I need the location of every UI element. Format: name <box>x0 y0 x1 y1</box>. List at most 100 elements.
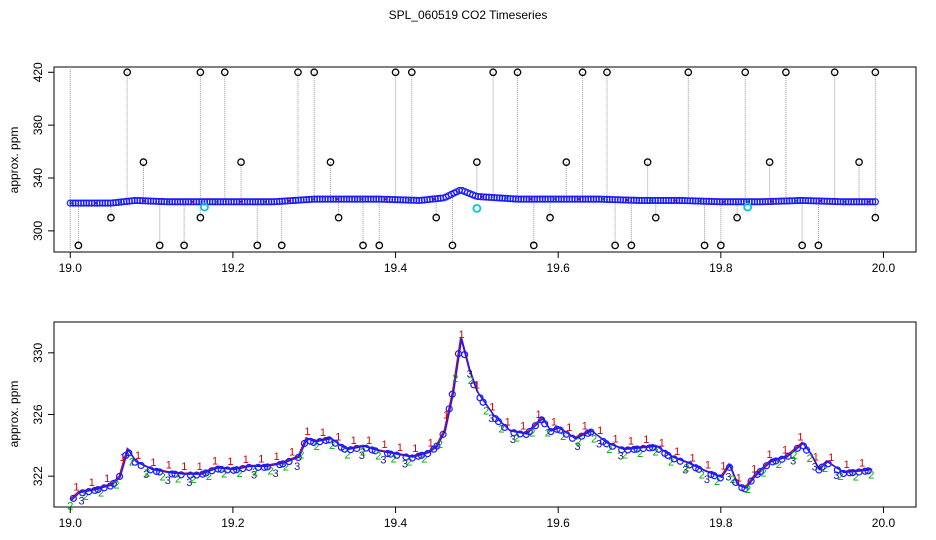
y-tick-label: 322 <box>31 466 45 486</box>
series-point <box>784 452 792 460</box>
baseline-point <box>710 197 718 206</box>
series-label-2: 2 <box>776 459 782 471</box>
series-label-2: 2 <box>714 476 720 488</box>
outlier-point <box>107 213 115 222</box>
outlier-point <box>855 158 863 166</box>
series-label-1: 1 <box>797 432 803 444</box>
outlier-point <box>627 241 636 250</box>
series-label-1: 1 <box>397 442 403 454</box>
outlier-point <box>603 68 611 77</box>
baseline-marker <box>528 197 532 201</box>
baseline-point <box>820 197 828 205</box>
outlier-point <box>448 241 457 250</box>
baseline-point <box>702 197 710 205</box>
baseline-marker <box>842 200 846 203</box>
x-tick-label: 19.0 <box>59 261 83 275</box>
outlier-point <box>716 241 725 250</box>
series-label-1: 1 <box>720 460 726 472</box>
baseline-point <box>587 195 595 203</box>
series-point <box>393 451 401 459</box>
baseline-point <box>759 198 767 206</box>
series-label-3: 3 <box>596 439 602 451</box>
baseline-point <box>823 197 831 205</box>
baseline-point <box>367 195 375 203</box>
series-label-1: 1 <box>844 459 850 471</box>
page-title: SPL_060519 CO2 Timeseries <box>388 8 548 22</box>
x-tick-label: 19.6 <box>547 261 571 275</box>
baseline-point <box>662 196 670 205</box>
series-label-2: 2 <box>206 471 212 483</box>
baseline-point <box>839 198 847 206</box>
series-label-1: 1 <box>135 450 141 462</box>
series-label-3: 3 <box>790 456 796 468</box>
series-label-2: 2 <box>499 424 505 436</box>
baseline-point <box>326 195 335 203</box>
baseline-point <box>104 199 112 207</box>
baseline-point <box>614 196 622 204</box>
baseline-point <box>568 195 576 203</box>
series-label-1: 1 <box>828 452 834 464</box>
series-point <box>439 430 447 438</box>
series-point <box>325 436 333 444</box>
series-label-1: 1 <box>859 458 865 470</box>
series-label-3: 3 <box>510 434 516 446</box>
baseline-point <box>799 196 807 205</box>
plot-marks-top <box>66 67 880 252</box>
baseline-point <box>560 195 568 203</box>
outlier-point <box>741 68 750 77</box>
baseline-point <box>611 196 619 204</box>
series-point <box>131 458 139 466</box>
baseline-point <box>372 195 380 203</box>
series-point <box>100 484 108 492</box>
baseline-point <box>557 195 565 203</box>
series-label-2: 2 <box>375 451 381 463</box>
baseline-point <box>544 195 552 203</box>
baseline-point <box>775 197 783 205</box>
baseline-point <box>705 197 713 205</box>
series-point <box>861 467 869 475</box>
baseline-point <box>375 195 383 203</box>
series-label-2: 2 <box>868 469 874 481</box>
baseline-point <box>308 195 316 203</box>
baseline-marker <box>214 200 218 203</box>
outlier-point <box>155 241 164 250</box>
baseline-point <box>251 198 260 206</box>
baseline-marker <box>70 201 73 205</box>
series-label-1: 1 <box>489 401 495 413</box>
series-label-2: 2 <box>560 431 566 443</box>
baseline-point <box>772 197 780 205</box>
series-point <box>115 472 124 481</box>
outlier-point <box>277 241 286 250</box>
series-point <box>772 457 780 465</box>
baseline-point <box>410 196 418 204</box>
baseline-point <box>388 195 396 204</box>
series-point <box>695 465 703 473</box>
baseline-point <box>133 196 141 205</box>
baseline-point <box>340 195 348 203</box>
baseline-point <box>292 196 300 204</box>
baseline-point <box>718 198 726 206</box>
series-label-2: 2 <box>545 427 551 439</box>
series-label-2: 2 <box>637 448 643 460</box>
series-label-2: 2 <box>360 446 366 458</box>
baseline-point <box>477 193 485 201</box>
series-point <box>802 446 811 454</box>
outlier-point <box>375 241 384 250</box>
baseline-point <box>152 197 160 205</box>
series-label-1: 1 <box>366 435 372 447</box>
y-axis-label-top: approx. ppm <box>7 127 21 194</box>
baseline-point <box>131 196 139 205</box>
series-label-2: 2 <box>853 471 859 483</box>
baseline-point <box>536 195 544 203</box>
series-label-2: 2 <box>329 440 335 452</box>
series-point <box>368 446 376 454</box>
baseline-point <box>359 195 367 203</box>
baseline-point <box>479 193 488 201</box>
baseline-point <box>721 198 729 206</box>
series-label-2: 2 <box>283 462 289 474</box>
baseline-point <box>324 195 332 203</box>
baseline-point <box>651 196 659 205</box>
series-label-2: 2 <box>668 456 674 468</box>
series-label-1: 1 <box>258 453 264 465</box>
baseline-point <box>165 198 174 206</box>
